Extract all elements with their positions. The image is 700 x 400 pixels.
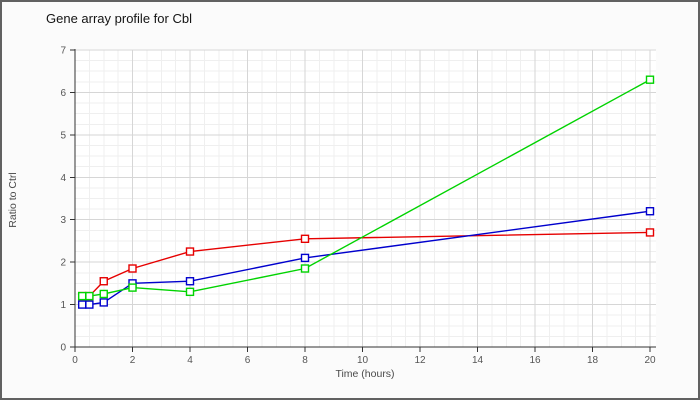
x-tick-label: 14 — [472, 355, 484, 366]
blue-series-marker — [300, 253, 310, 263]
blue-series-marker — [645, 207, 655, 216]
green-series-marker — [185, 287, 195, 297]
blue-series-marker — [85, 300, 94, 309]
x-axis-label: Time (hours) — [335, 368, 395, 380]
y-tick-label: 0 — [60, 343, 66, 354]
x-tick-label: 4 — [187, 355, 193, 366]
x-tick-label: 12 — [414, 355, 426, 366]
x-tick-label: 20 — [644, 355, 656, 366]
y-tick-label: 7 — [60, 46, 66, 57]
y-tick-label: 3 — [60, 215, 66, 226]
red-series-marker — [645, 228, 655, 237]
green-series-marker — [300, 264, 310, 273]
green-series-marker — [645, 75, 655, 84]
y-tick-label: 2 — [60, 258, 66, 269]
red-series-marker — [128, 264, 137, 273]
blue-series-marker — [77, 300, 87, 309]
green-series-marker — [128, 283, 137, 292]
y-axis-label: Ratio to Ctrl — [7, 172, 19, 228]
x-tick-label: 16 — [529, 355, 541, 366]
x-tick-label: 18 — [587, 355, 599, 366]
x-tick-label: 10 — [357, 355, 369, 366]
blue-series-marker — [185, 277, 195, 286]
y-tick-label: 4 — [60, 173, 66, 184]
x-tick-label: 8 — [302, 355, 308, 366]
x-tick-label: 2 — [130, 355, 136, 366]
x-tick-label: 6 — [245, 355, 251, 366]
red-series-marker — [185, 247, 195, 256]
red-series-marker — [99, 277, 108, 286]
red-series-marker — [300, 234, 310, 244]
green-series-marker — [85, 291, 94, 301]
green-series-marker — [77, 291, 87, 301]
blue-series-marker — [99, 298, 108, 307]
green-series-marker — [99, 289, 108, 299]
chart-title: Gene array profile for Cbl — [46, 11, 192, 26]
y-tick-label: 5 — [60, 130, 66, 141]
y-tick-label: 6 — [60, 88, 66, 99]
y-tick-label: 1 — [60, 300, 66, 311]
x-tick-label: 0 — [72, 355, 78, 366]
